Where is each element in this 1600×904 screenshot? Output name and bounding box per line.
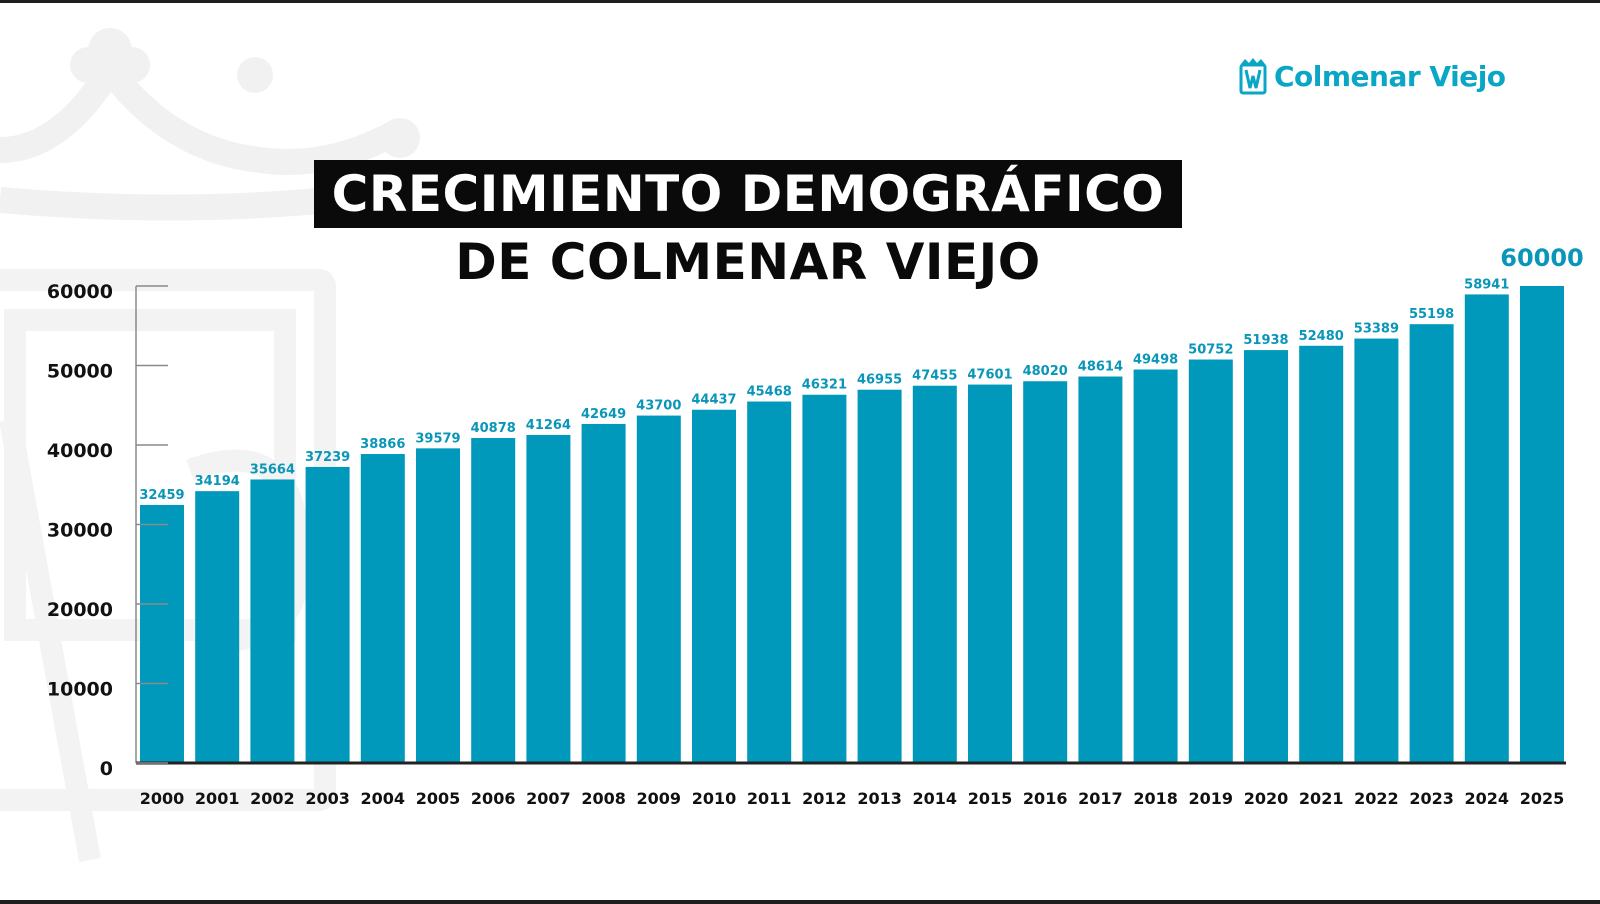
bar (802, 394, 847, 763)
data-label: 45468 (747, 385, 792, 400)
data-label: 50752 (1188, 343, 1233, 358)
bar (581, 423, 626, 763)
x-tick-label: 2014 (913, 789, 958, 808)
bar (636, 415, 681, 763)
x-tick-label: 2021 (1299, 789, 1344, 808)
logo-text: Colmenar Viejo (1274, 59, 1506, 93)
x-tick-label: 2019 (1189, 789, 1234, 808)
x-tick-label: 2022 (1354, 789, 1399, 808)
data-label: 37239 (305, 450, 350, 465)
bar (471, 438, 516, 763)
data-label: 47455 (912, 369, 957, 384)
x-tick-label: 2009 (637, 789, 682, 808)
x-tick-label: 2025 (1520, 789, 1565, 808)
bar (857, 389, 902, 763)
bar (1078, 376, 1123, 763)
bar (1133, 369, 1178, 763)
y-tick-label: 10000 (47, 679, 113, 701)
x-tick-label: 2015 (968, 789, 1013, 808)
bar (1244, 350, 1288, 763)
data-label: 46955 (857, 373, 902, 388)
x-tick-label: 2008 (581, 789, 626, 808)
bar (1464, 294, 1509, 763)
x-tick-label: 2023 (1409, 789, 1454, 808)
data-label: 40878 (471, 421, 516, 436)
y-tick-label: 30000 (47, 520, 113, 542)
x-tick-label: 2003 (305, 789, 350, 808)
data-label: 53389 (1354, 322, 1399, 337)
bottom-border (0, 900, 1600, 904)
x-tick-label: 2010 (692, 789, 737, 808)
x-tick-label: 2024 (1465, 789, 1510, 808)
data-label: 34194 (195, 474, 240, 489)
colmenar-viejo-crest-icon (1239, 58, 1267, 95)
y-tick-label: 40000 (47, 440, 113, 462)
x-tick-label: 2005 (416, 789, 461, 808)
data-label: 35664 (250, 462, 295, 477)
brand-logo: Colmenar Viejo (1238, 56, 1506, 96)
data-label: 48614 (1078, 360, 1123, 375)
x-tick-label: 2016 (1023, 789, 1068, 808)
bar (1354, 338, 1399, 763)
bar (1299, 345, 1344, 763)
bar (416, 448, 460, 763)
data-label: 47601 (967, 368, 1012, 383)
y-tick-label: 20000 (47, 599, 113, 621)
chart-title-line2: DE COLMENAR VIEJO (455, 233, 1041, 291)
x-tick-label: 2002 (250, 789, 295, 808)
chart-title-line1: CRECIMIENTO DEMOGRÁFICO (314, 160, 1182, 228)
x-tick-label: 2011 (747, 789, 792, 808)
data-label: 58941 (1464, 277, 1509, 292)
bar (195, 491, 240, 763)
top-border (0, 0, 1600, 3)
bar (747, 401, 792, 763)
x-tick-label: 2018 (1133, 789, 1178, 808)
bar (250, 479, 295, 763)
x-tick-label: 2004 (361, 789, 406, 808)
x-tick-label: 2006 (471, 789, 516, 808)
x-tick-label: 2012 (802, 789, 847, 808)
data-label: 44437 (691, 393, 736, 408)
data-label: 32459 (139, 488, 184, 503)
bar (305, 466, 350, 763)
y-tick-label: 60000 (47, 281, 113, 303)
bar (968, 384, 1012, 763)
x-tick-label: 2001 (195, 789, 240, 808)
data-label: 48020 (1023, 364, 1068, 379)
data-label: 42649 (581, 407, 626, 422)
data-label: 52480 (1299, 329, 1344, 344)
bar (360, 454, 405, 763)
data-label: 55198 (1409, 307, 1454, 322)
data-label: 46321 (802, 378, 847, 393)
x-tick-label: 2020 (1244, 789, 1289, 808)
y-tick-label: 0 (100, 758, 113, 780)
data-label: 49498 (1133, 352, 1178, 367)
data-label: 39579 (415, 431, 460, 446)
bar (140, 504, 184, 763)
bar (1188, 359, 1233, 763)
bar (1023, 381, 1068, 763)
bar (912, 385, 957, 763)
data-label: 41264 (526, 418, 571, 433)
data-label: 38866 (360, 437, 405, 452)
y-tick-label: 50000 (47, 361, 113, 383)
x-tick-label: 2013 (857, 789, 902, 808)
x-tick-label: 2007 (526, 789, 571, 808)
data-label: 60000 (1500, 244, 1584, 272)
bar (526, 434, 571, 763)
data-label: 43700 (636, 399, 681, 414)
bar (1409, 324, 1454, 763)
x-tick-label: 2017 (1078, 789, 1123, 808)
x-tick-label: 2000 (140, 789, 185, 808)
data-label: 51938 (1243, 333, 1288, 348)
bar (692, 409, 736, 763)
bar (1520, 286, 1564, 763)
